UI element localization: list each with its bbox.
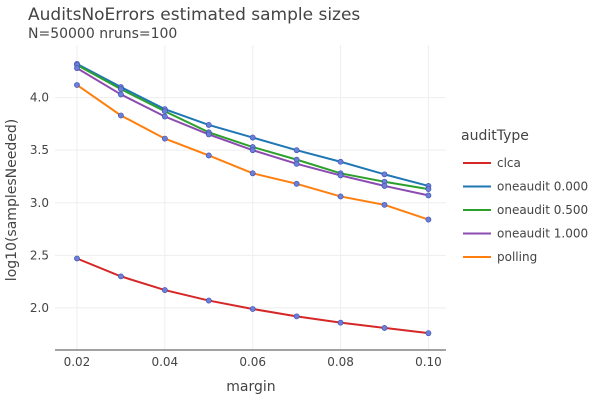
data-point [161, 108, 168, 115]
data-point [161, 113, 168, 120]
data-point [249, 170, 256, 177]
y-tick-label: 2.0 [30, 301, 49, 315]
legend-item-label: polling [497, 250, 537, 264]
data-point [293, 147, 300, 154]
data-point [205, 152, 212, 159]
legend: auditType clca oneaudit 0.000 oneaudit 0.5… [461, 128, 588, 264]
x-tick-label: 0.10 [415, 355, 442, 369]
x-axis-title: margin [226, 379, 275, 395]
legend-item-label: oneaudit 1.000 [497, 227, 588, 241]
data-point [337, 172, 344, 179]
data-point [381, 171, 388, 178]
data-point [337, 193, 344, 200]
legend-item-label: oneaudit 0.500 [497, 203, 588, 217]
data-point [337, 319, 344, 326]
data-point [249, 306, 256, 312]
data-point [249, 147, 256, 154]
data-point [381, 201, 388, 208]
chart-subtitle: N=50000 nruns=100 [28, 26, 177, 42]
y-tick-label: 3.0 [30, 196, 49, 210]
legend-item-label: oneaudit 0.000 [497, 180, 588, 194]
data-point [74, 255, 80, 262]
plot-area [74, 61, 432, 337]
y-axis-title: log10(samplesNeeded) [4, 119, 20, 281]
data-point [425, 186, 432, 192]
x-tick-label: 0.04 [151, 355, 178, 369]
data-point [205, 131, 212, 138]
legend-title: auditType [461, 128, 529, 144]
data-point [293, 180, 300, 187]
data-point [117, 112, 124, 119]
data-point [205, 297, 212, 304]
chart-title: AuditsNoErrors estimated sample sizes [28, 5, 360, 25]
x-tick-label: 0.06 [239, 355, 266, 369]
axes: 0.02 0.04 0.06 0.08 0.10 2.0 2.5 3.0 3.5 4.0 [30, 91, 446, 369]
data-point [381, 325, 388, 331]
data-point [249, 134, 256, 141]
data-point [205, 122, 212, 128]
y-tick-label: 2.5 [30, 248, 49, 262]
data-point [117, 273, 124, 280]
legend-item-label: clca [497, 156, 521, 170]
data-point [74, 82, 80, 88]
data-point [337, 158, 344, 165]
data-point [74, 65, 80, 72]
data-point [381, 183, 388, 189]
data-point [293, 313, 300, 320]
data-point [117, 86, 124, 93]
data-point [425, 216, 432, 223]
data-point [425, 192, 432, 199]
x-tick-label: 0.08 [327, 355, 354, 369]
data-point [425, 330, 432, 337]
y-tick-label: 3.5 [30, 143, 49, 157]
data-point [117, 91, 124, 98]
x-tick-label: 0.02 [64, 355, 91, 369]
data-point [161, 135, 168, 142]
data-point [293, 160, 300, 167]
data-point [161, 287, 168, 293]
y-tick-label: 4.0 [30, 91, 49, 105]
